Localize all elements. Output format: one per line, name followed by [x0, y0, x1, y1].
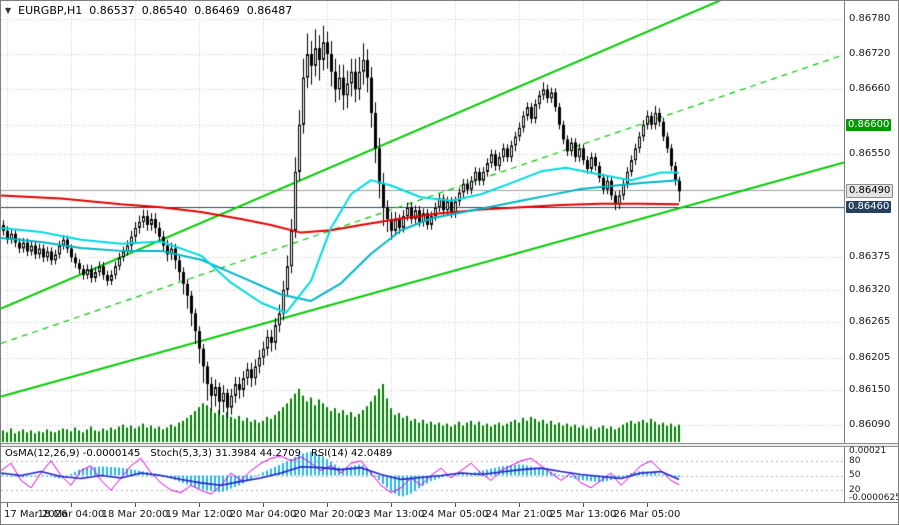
indicator-axis-label: 50: [849, 470, 861, 480]
osma-label: OsMA(12,26,9) -0.0000145: [5, 448, 141, 459]
indicator-axis-label: 20: [849, 485, 861, 495]
time-axis-label: 19 Mar 12:00: [165, 509, 233, 520]
indicator-labels: OsMA(12,26,9) -0.0000145 Stoch(5,3,3) 31…: [5, 448, 392, 459]
symbol-period-label: EURGBP,H1: [18, 4, 83, 17]
indicator-canvas[interactable]: [1, 447, 844, 502]
quote-high: 0.86540: [141, 4, 188, 17]
time-axis-label: 25 Mar 13:00: [549, 509, 617, 520]
time-tick: [519, 503, 520, 507]
price-level-badge-gray: 0.86490: [846, 183, 894, 198]
price-axis-label: 0.86375: [849, 251, 891, 263]
main-chart-pane[interactable]: ▼ EURGBP,H1 0.86537 0.86540 0.86469 0.86…: [1, 1, 844, 443]
time-tick: [583, 503, 584, 507]
price-axis-label: 0.86550: [849, 148, 891, 160]
time-axis-label: 20 Mar 20:00: [293, 509, 361, 520]
time-tick: [263, 503, 264, 507]
time-axis[interactable]: 17 Mar 2026 18 Mar 04:00 18 Mar 20:00 19 Ma…: [1, 502, 898, 524]
price-axis-label: 0.86205: [849, 351, 891, 363]
price-axis-label: 0.86265: [849, 316, 891, 328]
chart-header: ▼ EURGBP,H1 0.86537 0.86540 0.86469 0.86…: [5, 4, 292, 17]
rsi-label: RSI(14) 42.0489: [310, 448, 393, 459]
time-axis-label: 23 Mar 13:00: [357, 509, 425, 520]
time-tick: [135, 503, 136, 507]
time-axis-label: 18 Mar 20:00: [101, 509, 169, 520]
indicator-pane[interactable]: OsMA(12,26,9) -0.0000145 Stoch(5,3,3) 31…: [1, 447, 844, 502]
time-tick: [455, 503, 456, 507]
quote-low: 0.86469: [194, 4, 240, 17]
indicator-axis-label: 80: [849, 456, 861, 466]
price-axis-label: 0.86320: [849, 283, 891, 295]
time-tick: [199, 503, 200, 507]
main-chart-canvas[interactable]: [1, 1, 844, 443]
time-axis-label: 18 Mar 04:00: [37, 509, 105, 520]
price-level-badge-green: 0.86600: [846, 118, 892, 131]
time-tick: [71, 503, 72, 507]
indicator-axis: 0.00021 80 50 20 -0.0000625: [844, 446, 899, 503]
quote-close: 0.86487: [246, 4, 293, 17]
time-axis-label: 24 Mar 05:00: [421, 509, 489, 520]
quote-open: 0.86537: [89, 4, 135, 17]
pane-divider[interactable]: [1, 443, 898, 447]
indicator-axis-label: 0.00021: [849, 446, 887, 456]
indicator-axis-label: -0.0000625: [849, 493, 899, 503]
stoch-label: Stoch(5,3,3) 31.3984 44.2709: [150, 448, 301, 459]
price-axis-label: 0.86660: [849, 83, 891, 95]
time-axis-label: 26 Mar 05:00: [613, 509, 681, 520]
price-axis[interactable]: 0.86780 0.86720 0.86660 0.86550 0.86375 0.863…: [844, 1, 898, 443]
symbol-dropdown-icon[interactable]: ▼: [5, 6, 12, 15]
time-axis-label: 17 Mar 2026: [4, 509, 68, 520]
time-tick: [391, 503, 392, 507]
time-axis-label: 24 Mar 21:00: [485, 509, 553, 520]
time-axis-label: 20 Mar 04:00: [229, 509, 297, 520]
price-axis-label: 0.86090: [849, 419, 891, 431]
price-level-badge-dark: 0.86460: [846, 201, 892, 214]
price-axis-label: 0.86720: [849, 48, 891, 60]
time-tick: [7, 503, 8, 507]
price-axis-label: 0.86780: [849, 12, 891, 24]
time-tick: [327, 503, 328, 507]
price-axis-label: 0.86150: [849, 383, 891, 395]
time-tick: [647, 503, 648, 507]
